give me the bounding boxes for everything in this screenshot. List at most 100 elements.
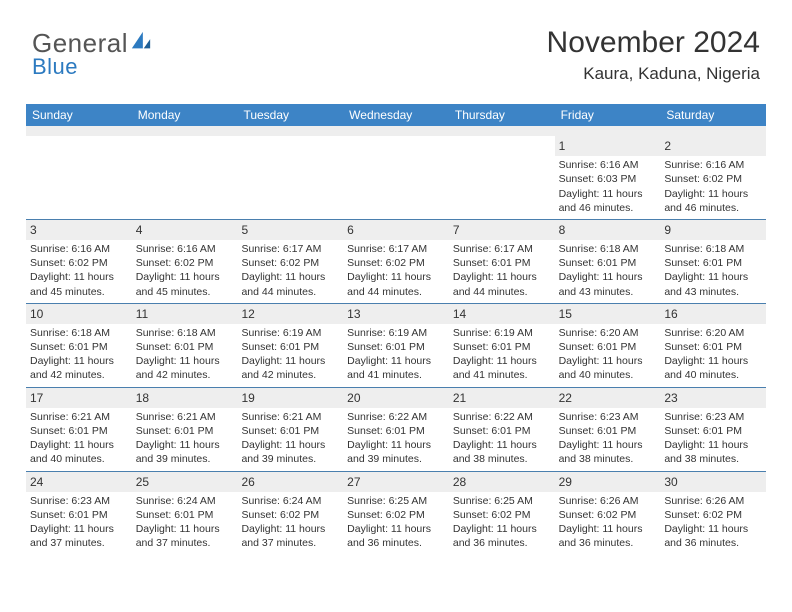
sunset-text: Sunset: 6:01 PM bbox=[347, 340, 445, 354]
day-number: 11 bbox=[132, 304, 238, 324]
sunset-text: Sunset: 6:02 PM bbox=[347, 508, 445, 522]
sunset-text: Sunset: 6:02 PM bbox=[664, 508, 762, 522]
day-cell: 7Sunrise: 6:17 AMSunset: 6:01 PMDaylight… bbox=[449, 220, 555, 303]
sunset-text: Sunset: 6:01 PM bbox=[664, 424, 762, 438]
daylight-text: Daylight: 11 hours and 45 minutes. bbox=[136, 270, 234, 298]
daylight-text: Daylight: 11 hours and 46 minutes. bbox=[664, 187, 762, 215]
day-number: 6 bbox=[343, 220, 449, 240]
daylight-text: Daylight: 11 hours and 40 minutes. bbox=[559, 354, 657, 382]
sunrise-text: Sunrise: 6:17 AM bbox=[347, 242, 445, 256]
sunrise-text: Sunrise: 6:18 AM bbox=[30, 326, 128, 340]
day-number: 20 bbox=[343, 388, 449, 408]
brand-logo: General Blue bbox=[32, 28, 152, 77]
weekday-header: Friday bbox=[555, 104, 661, 126]
day-cell: 21 Sunrise: 6:22 AMSunset: 6:01 PMDayligh… bbox=[449, 388, 555, 471]
daylight-text: Daylight: 11 hours and 36 minutes. bbox=[559, 522, 657, 550]
daylight-text: Daylight: 11 hours and 38 minutes. bbox=[453, 438, 551, 466]
daylight-text: Daylight: 11 hours and 43 minutes. bbox=[559, 270, 657, 298]
sunrise-text: Sunrise: 6:17 AM bbox=[241, 242, 339, 256]
sunrise-text: Sunrise: 6:26 AM bbox=[664, 494, 762, 508]
sunset-text: Sunset: 6:02 PM bbox=[241, 508, 339, 522]
sunrise-text: Sunrise: 6:18 AM bbox=[136, 326, 234, 340]
daylight-text: Daylight: 11 hours and 45 minutes. bbox=[30, 270, 128, 298]
weekday-header: Tuesday bbox=[237, 104, 343, 126]
day-number: 27 bbox=[343, 472, 449, 492]
day-cell: 24Sunrise: 6:23 AMSunset: 6:01 PMDayligh… bbox=[26, 472, 132, 555]
day-number: 8 bbox=[555, 220, 661, 240]
calendar-grid: Sunday Monday Tuesday Wednesday Thursday… bbox=[26, 104, 766, 554]
weekday-header: Wednesday bbox=[343, 104, 449, 126]
daylight-text: Daylight: 11 hours and 36 minutes. bbox=[453, 522, 551, 550]
sunset-text: Sunset: 6:01 PM bbox=[136, 340, 234, 354]
brand-text: General Blue bbox=[32, 28, 152, 77]
day-cell: 19Sunrise: 6:21 AMSunset: 6:01 PMDayligh… bbox=[237, 388, 343, 471]
day-cell: 13Sunrise: 6:19 AMSunset: 6:01 PMDayligh… bbox=[343, 304, 449, 387]
day-cell: 11 Sunrise: 6:18 AMSunset: 6:01 PMDayligh… bbox=[132, 304, 238, 387]
daylight-text: Daylight: 11 hours and 36 minutes. bbox=[347, 522, 445, 550]
sunrise-text: Sunrise: 6:23 AM bbox=[664, 410, 762, 424]
daylight-text: Daylight: 11 hours and 37 minutes. bbox=[30, 522, 128, 550]
daylight-text: Daylight: 11 hours and 43 minutes. bbox=[664, 270, 762, 298]
page-title: November 2024 bbox=[547, 26, 760, 60]
day-cell: 10Sunrise: 6:18 AMSunset: 6:01 PMDayligh… bbox=[26, 304, 132, 387]
daylight-text: Daylight: 11 hours and 42 minutes. bbox=[136, 354, 234, 382]
weekday-header: Monday bbox=[132, 104, 238, 126]
sunrise-text: Sunrise: 6:22 AM bbox=[453, 410, 551, 424]
sunrise-text: Sunrise: 6:21 AM bbox=[30, 410, 128, 424]
sunset-text: Sunset: 6:01 PM bbox=[453, 340, 551, 354]
sunrise-text: Sunrise: 6:16 AM bbox=[559, 158, 657, 172]
day-cell: 23Sunrise: 6:23 AMSunset: 6:01 PMDayligh… bbox=[660, 388, 766, 471]
day-cell: 16Sunrise: 6:20 AMSunset: 6:01 PMDayligh… bbox=[660, 304, 766, 387]
sunset-text: Sunset: 6:01 PM bbox=[664, 340, 762, 354]
sunrise-text: Sunrise: 6:26 AM bbox=[559, 494, 657, 508]
day-cell: 2Sunrise: 6:16 AMSunset: 6:02 PMDaylight… bbox=[660, 136, 766, 219]
sunset-text: Sunset: 6:02 PM bbox=[664, 172, 762, 186]
day-cell: 26Sunrise: 6:24 AMSunset: 6:02 PMDayligh… bbox=[237, 472, 343, 555]
daylight-text: Daylight: 11 hours and 41 minutes. bbox=[347, 354, 445, 382]
day-number: 18 bbox=[132, 388, 238, 408]
sunset-text: Sunset: 6:02 PM bbox=[241, 256, 339, 270]
day-number: 15 bbox=[555, 304, 661, 324]
daylight-text: Daylight: 11 hours and 44 minutes. bbox=[347, 270, 445, 298]
daylight-text: Daylight: 11 hours and 37 minutes. bbox=[136, 522, 234, 550]
sunset-text: Sunset: 6:01 PM bbox=[30, 340, 128, 354]
day-number: 16 bbox=[660, 304, 766, 324]
day-number: 29 bbox=[555, 472, 661, 492]
daylight-text: Daylight: 11 hours and 40 minutes. bbox=[664, 354, 762, 382]
sunset-text: Sunset: 6:02 PM bbox=[453, 508, 551, 522]
day-cell: 20Sunrise: 6:22 AMSunset: 6:01 PMDayligh… bbox=[343, 388, 449, 471]
day-number: 3 bbox=[26, 220, 132, 240]
sunset-text: Sunset: 6:01 PM bbox=[136, 508, 234, 522]
sunrise-text: Sunrise: 6:21 AM bbox=[136, 410, 234, 424]
day-number: 22 bbox=[555, 388, 661, 408]
day-cell: 30Sunrise: 6:26 AMSunset: 6:02 PMDayligh… bbox=[660, 472, 766, 555]
sunrise-text: Sunrise: 6:16 AM bbox=[664, 158, 762, 172]
day-number: 13 bbox=[343, 304, 449, 324]
sunset-text: Sunset: 6:02 PM bbox=[559, 508, 657, 522]
spacer bbox=[26, 126, 766, 136]
day-cell: 3Sunrise: 6:16 AMSunset: 6:02 PMDaylight… bbox=[26, 220, 132, 303]
day-number: 17 bbox=[26, 388, 132, 408]
sunset-text: Sunset: 6:01 PM bbox=[559, 340, 657, 354]
daylight-text: Daylight: 11 hours and 39 minutes. bbox=[241, 438, 339, 466]
day-cell bbox=[343, 136, 449, 219]
sunrise-text: Sunrise: 6:19 AM bbox=[453, 326, 551, 340]
day-number: 14 bbox=[449, 304, 555, 324]
sunset-text: Sunset: 6:02 PM bbox=[136, 256, 234, 270]
sunrise-text: Sunrise: 6:24 AM bbox=[241, 494, 339, 508]
sunrise-text: Sunrise: 6:18 AM bbox=[664, 242, 762, 256]
sunrise-text: Sunrise: 6:25 AM bbox=[453, 494, 551, 508]
sunrise-text: Sunrise: 6:17 AM bbox=[453, 242, 551, 256]
weekday-header-row: Sunday Monday Tuesday Wednesday Thursday… bbox=[26, 104, 766, 126]
sunset-text: Sunset: 6:03 PM bbox=[559, 172, 657, 186]
daylight-text: Daylight: 11 hours and 42 minutes. bbox=[30, 354, 128, 382]
sunrise-text: Sunrise: 6:16 AM bbox=[30, 242, 128, 256]
sunset-text: Sunset: 6:01 PM bbox=[453, 424, 551, 438]
day-cell: 8Sunrise: 6:18 AMSunset: 6:01 PMDaylight… bbox=[555, 220, 661, 303]
week-row: 17Sunrise: 6:21 AMSunset: 6:01 PMDayligh… bbox=[26, 387, 766, 471]
sunrise-text: Sunrise: 6:24 AM bbox=[136, 494, 234, 508]
sunrise-text: Sunrise: 6:25 AM bbox=[347, 494, 445, 508]
week-row: 1Sunrise: 6:16 AMSunset: 6:03 PMDaylight… bbox=[26, 136, 766, 219]
day-number: 21 bbox=[449, 388, 555, 408]
sunrise-text: Sunrise: 6:22 AM bbox=[347, 410, 445, 424]
